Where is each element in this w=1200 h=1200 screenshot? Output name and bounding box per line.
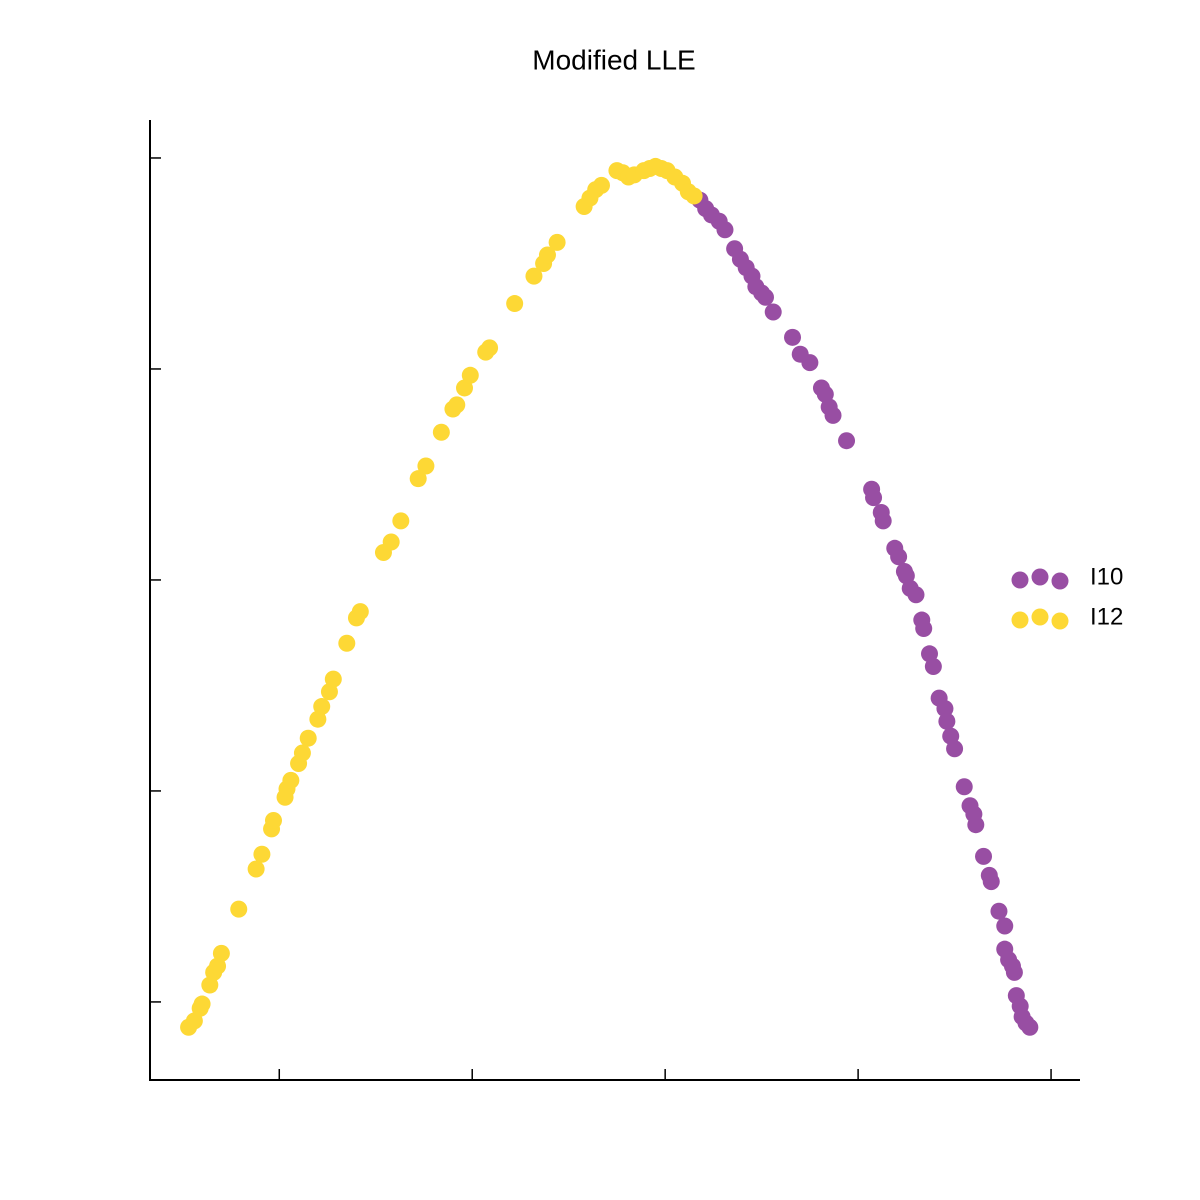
scatter-point [938,712,956,730]
scatter-point [548,233,566,251]
scatter-point [282,771,300,789]
legend-marker [1051,572,1069,590]
chart-title: Modified LLE [532,44,695,75]
scatter-point [907,586,925,604]
scatter-point [936,700,954,718]
scatter-point [432,423,450,441]
legend-marker [1031,608,1049,626]
scatter-point [448,396,466,414]
scatter-point [247,860,265,878]
scatter-point [838,432,856,450]
legend-marker [1051,612,1069,630]
legend-marker [1011,611,1029,629]
scatter-point [382,533,400,551]
scatter-point [824,406,842,424]
scatter-point [417,457,435,475]
scatter-point [351,603,369,621]
scatter-point [865,489,883,507]
scatter-point [915,619,933,637]
scatter-point [924,657,942,675]
scatter-point [801,354,819,372]
scatter-point [338,634,356,652]
legend-label: I12 [1090,603,1123,630]
scatter-point [193,995,211,1013]
scatter-point [409,470,427,488]
scatter-point [461,366,479,384]
scatter-point [996,917,1014,935]
scatter-point [946,740,964,758]
scatter-point [990,902,1008,920]
scatter-point [293,744,311,762]
scatter-point [392,512,410,530]
scatter-point [764,303,782,321]
scatter-point [756,288,774,306]
scatter-point [264,811,282,829]
scatter-point [955,778,973,796]
legend-marker [1031,568,1049,586]
legend-label: I10 [1090,563,1123,590]
legend-marker [1011,571,1029,589]
scatter-point [874,512,892,530]
scatter-point [1021,1018,1039,1036]
scatter-point [685,187,703,205]
scatter-point [967,816,985,834]
scatter-point [1005,963,1023,981]
scatter-point [185,1012,203,1030]
scatter-point [538,246,556,264]
scatter-point [890,548,908,566]
scatter-point [592,176,610,194]
scatter-point [313,698,331,716]
scatter-point [525,267,543,285]
scatter-point [212,944,230,962]
scatter-point [324,670,342,688]
scatter-point [975,847,993,865]
scatter-point [299,729,317,747]
scatter-point [982,873,1000,891]
scatter-point [456,379,474,397]
scatter-point [253,845,271,863]
scatter-point [506,295,524,313]
scatter-point [230,900,248,918]
scatter-point [784,328,802,346]
scatter-point [716,221,734,239]
scatter-point [481,339,499,357]
